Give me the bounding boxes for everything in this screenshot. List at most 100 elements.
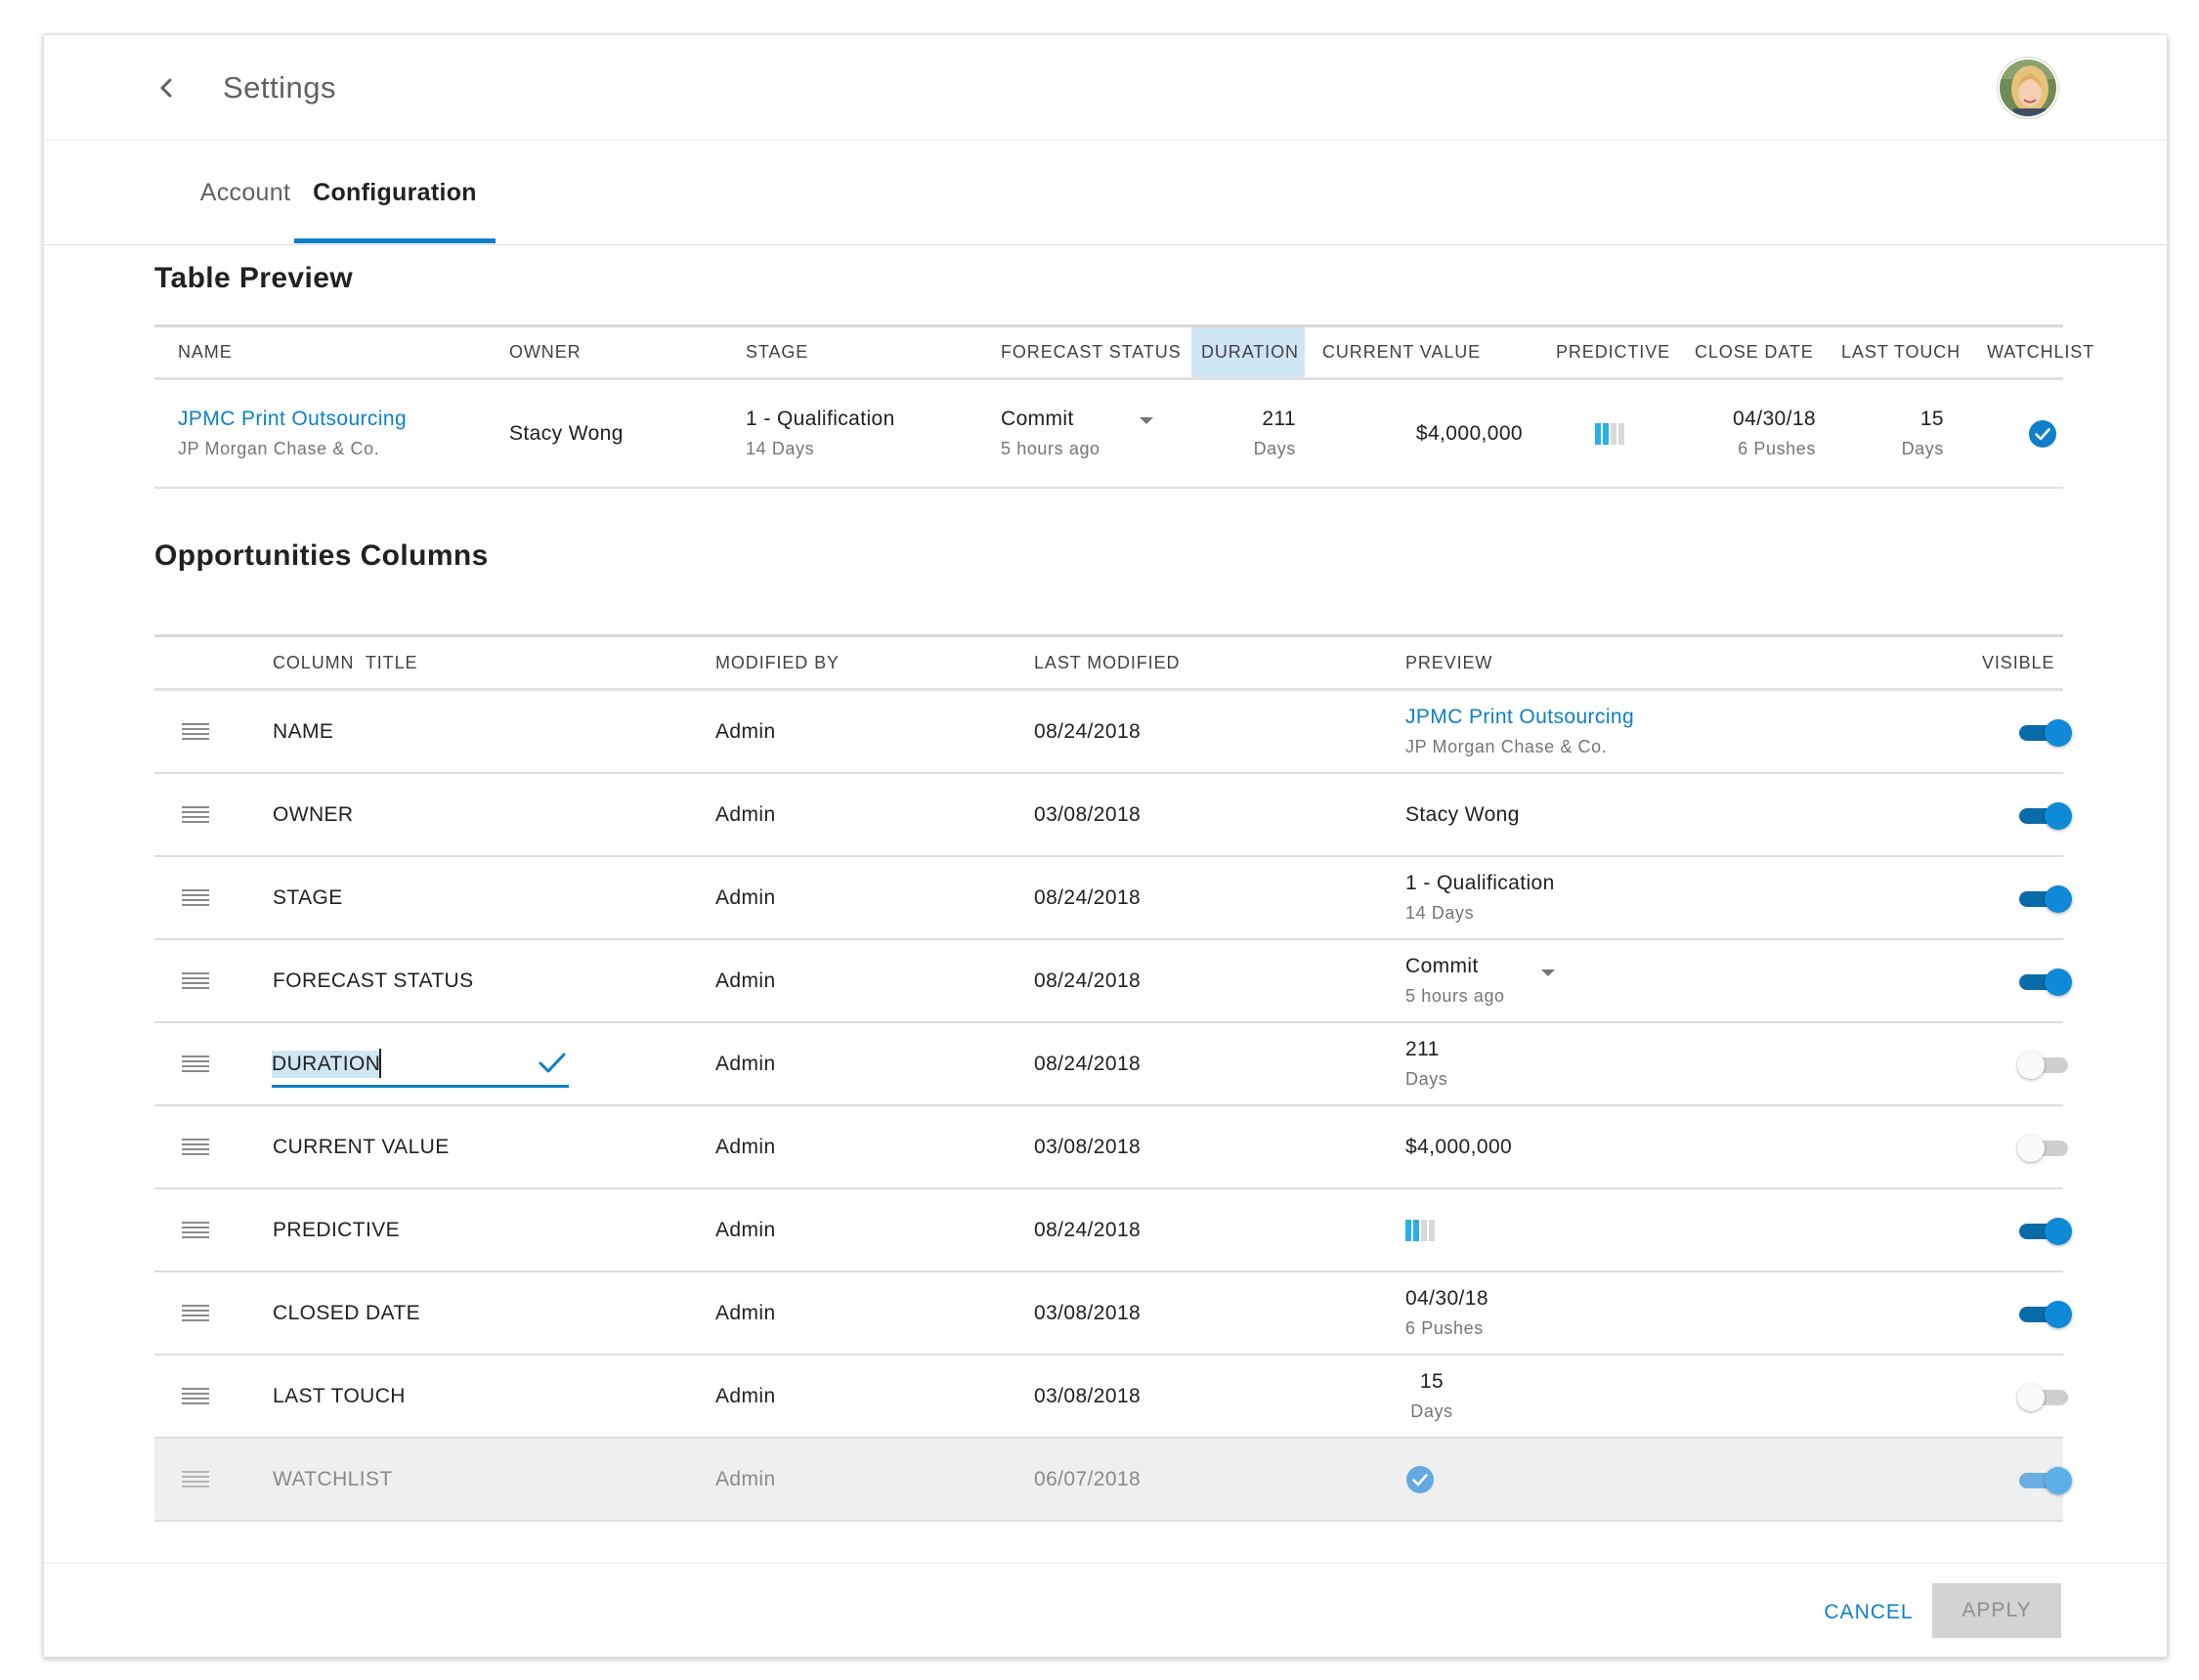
column-title[interactable]: STAGE (273, 885, 343, 909)
drag-handle-icon[interactable] (182, 889, 209, 909)
preview-watchlist-cell[interactable] (2028, 380, 2057, 487)
visibility-toggle[interactable] (2017, 1380, 2074, 1413)
column-title[interactable]: NAME (273, 719, 334, 743)
preview-forecast-cell[interactable]: Commit 5 hours ago (1001, 380, 1167, 487)
visibility-toggle[interactable] (2017, 1048, 2074, 1081)
opportunities-columns-title: Opportunities Columns (154, 539, 489, 572)
cancel-button[interactable]: CANCEL (1824, 1601, 1914, 1623)
toggle-knob (2045, 802, 2072, 830)
column-title[interactable]: CLOSED DATE (273, 1301, 421, 1324)
column-title[interactable]: WATCHLIST (273, 1467, 393, 1490)
last-modified-cell: 08/24/2018 (1034, 857, 1141, 938)
drag-handle-icon[interactable] (182, 1139, 209, 1158)
last-modified-cell: 08/24/2018 (1034, 691, 1141, 772)
preview-header-close-date[interactable]: CLOSE DATE (1695, 342, 1814, 362)
apply-button[interactable]: APPLY (1932, 1583, 2061, 1638)
column-title[interactable]: PREDICTIVE (273, 1218, 401, 1241)
drag-handle-icon[interactable] (182, 806, 209, 826)
preview-header-watchlist[interactable]: WATCHLIST (1987, 342, 2095, 362)
column-title-cell: CURRENT VALUE (273, 1106, 450, 1187)
drag-handle-icon[interactable] (182, 1055, 209, 1075)
modified-by-cell: Admin (715, 1439, 776, 1520)
check-circle-icon[interactable] (2028, 419, 2057, 449)
preview-header-forecast-status[interactable]: FORECAST STATUS (1001, 342, 1182, 362)
last-touch-value: 15 (1919, 408, 1944, 430)
visibility-toggle[interactable] (2017, 1463, 2074, 1496)
preview-sub: Days (1405, 1069, 1448, 1089)
predictive-bar-filled (1603, 422, 1609, 445)
column-title[interactable]: OWNER (273, 802, 354, 826)
company-name: JP Morgan Chase & Co. (178, 439, 380, 458)
back-button[interactable] (153, 74, 181, 102)
tab-configuration[interactable]: Configuration (313, 178, 477, 206)
visibility-toggle[interactable] (2017, 715, 2074, 749)
opportunity-link[interactable]: JPMC Print Outsourcing (178, 408, 408, 430)
column-title-input[interactable]: DURATION (272, 1043, 569, 1088)
table-preview-title: Table Preview (154, 262, 354, 294)
column-title[interactable]: CURRENT VALUE (273, 1135, 450, 1158)
visibility-toggle[interactable] (2017, 1214, 2074, 1247)
caret-down-icon[interactable] (1140, 417, 1153, 424)
column-title[interactable]: FORECAST STATUS (273, 969, 474, 992)
preview-header-name[interactable]: NAME (178, 342, 233, 362)
last-modified: 03/08/2018 (1034, 802, 1142, 826)
visibility-toggle[interactable] (2017, 1131, 2074, 1164)
toggle-knob (2045, 719, 2072, 747)
column-title[interactable]: LAST TOUCH (273, 1384, 406, 1407)
preview-header-predictive[interactable]: PREDICTIVE (1556, 342, 1671, 362)
drag-handle-icon[interactable] (182, 1388, 209, 1407)
preview-cell (1405, 1189, 1435, 1271)
column-row: DURATION Admin 08/24/2018 211 Days (154, 1023, 2068, 1106)
caret-down-icon[interactable] (1541, 969, 1555, 976)
preview-cell: 1 - Qualification 14 Days (1405, 857, 1555, 938)
preview-sub: JP Morgan Chase & Co. (1405, 737, 1608, 756)
column-title-cell: WATCHLIST (273, 1439, 393, 1520)
preview-cell: Commit 5 hours ago (1405, 940, 1555, 1021)
drag-handle-icon[interactable] (182, 1471, 209, 1490)
modified-by-cell: Admin (715, 1272, 776, 1354)
close-pushes: 6 Pushes (1738, 439, 1816, 458)
preview-header-duration[interactable]: DURATION (1191, 327, 1305, 377)
modified-by: Admin (715, 1135, 776, 1158)
visibility-toggle[interactable] (2017, 1297, 2074, 1330)
confirm-check-icon[interactable] (538, 1051, 567, 1076)
column-title-cell: STAGE (273, 857, 343, 938)
predictive-bar-filled (1413, 1219, 1419, 1241)
modified-by-cell: Admin (715, 1106, 776, 1187)
preview-main[interactable]: JPMC Print Outsourcing (1405, 706, 1635, 728)
header-last-modified[interactable]: LAST MODIFIED (1034, 652, 1181, 672)
preview-header-current-value[interactable]: CURRENT VALUE (1322, 342, 1482, 362)
header-column-title[interactable]: COLUMN TITLE (273, 652, 418, 672)
column-title-cell: OWNER (273, 774, 354, 855)
drag-handle-icon[interactable] (182, 723, 209, 743)
visibility-toggle[interactable] (2017, 798, 2074, 832)
drag-handle-icon[interactable] (182, 1222, 209, 1241)
last-modified-cell: 03/08/2018 (1034, 1356, 1141, 1437)
visibility-toggle[interactable] (2017, 965, 2074, 998)
visibility-toggle[interactable] (2017, 882, 2074, 915)
preview-cell: JPMC Print Outsourcing JP Morgan Chase & … (1405, 691, 1634, 772)
header-modified-by[interactable]: MODIFIED BY (715, 652, 840, 672)
modified-by: Admin (715, 1218, 776, 1241)
column-row: CURRENT VALUE Admin 03/08/2018 $4,000,000 (154, 1106, 2068, 1189)
settings-card: Settings Account Configuration Table Pre… (43, 34, 2168, 1658)
preview-main: Stacy Wong (1405, 802, 1520, 826)
preview-header-owner[interactable]: OWNER (509, 342, 582, 362)
drag-handle-icon[interactable] (182, 1305, 209, 1324)
modified-by: Admin (715, 1052, 776, 1075)
last-modified: 08/24/2018 (1034, 1218, 1142, 1241)
toggle-knob (2045, 1301, 2072, 1328)
last-touch-unit: Days (1901, 439, 1944, 458)
predictive-bar-empty (1611, 422, 1617, 445)
column-row: NAME Admin 08/24/2018 JPMC Print Outsourcin… (154, 691, 2072, 774)
tab-account[interactable]: Account (199, 178, 291, 206)
drag-handle-icon[interactable] (182, 972, 209, 992)
preview-cell (1405, 1439, 1435, 1520)
duration-unit: Days (1253, 439, 1296, 458)
preview-header-last-touch[interactable]: LAST TOUCH (1841, 342, 1962, 362)
avatar[interactable] (1998, 58, 2058, 118)
forecast-updated: 5 hours ago (1001, 439, 1100, 458)
column-row: OWNER Admin 03/08/2018 Stacy Wong (154, 774, 2072, 857)
preview-header-stage[interactable]: STAGE (746, 342, 809, 362)
column-row: LAST TOUCH Admin 03/08/2018 15 Days (154, 1356, 2068, 1439)
